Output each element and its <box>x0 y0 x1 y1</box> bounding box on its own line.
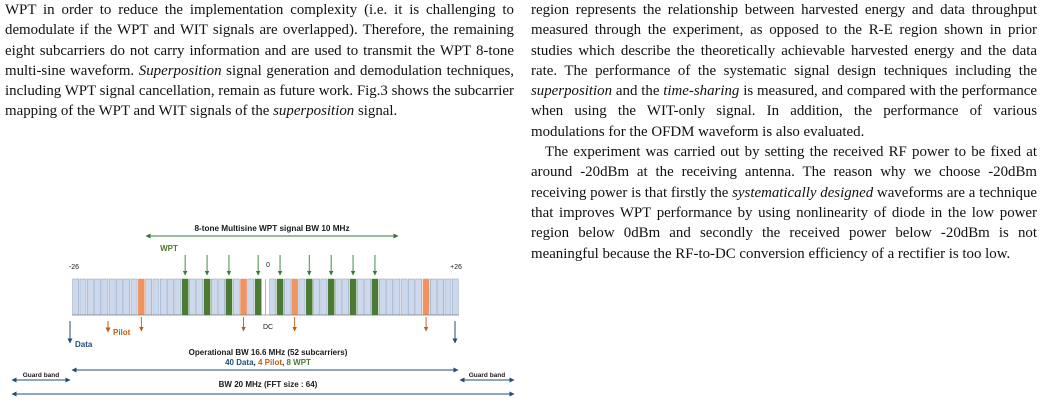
data-subcarrier <box>357 278 364 316</box>
data-subcarrier <box>86 278 94 316</box>
italic-term: superposition <box>273 103 355 120</box>
data-subcarrier <box>298 278 306 316</box>
data-subcarrier <box>247 278 255 316</box>
italic-term: time-sharing <box>663 83 740 100</box>
data-subcarrier <box>437 278 444 316</box>
italic-term: superposition <box>531 83 613 100</box>
data-subcarrier <box>211 278 218 316</box>
data-subcarrier <box>342 278 350 316</box>
wpt-subcarrier <box>203 278 211 316</box>
data-subcarrier <box>167 278 174 316</box>
data-subcarrier <box>218 278 225 316</box>
data-subcarrier <box>269 278 277 316</box>
count-sep-1: , <box>254 358 258 367</box>
data-subcarrier <box>386 278 393 316</box>
wpt-subcarrier <box>254 278 262 316</box>
data-subcarrier <box>284 278 291 316</box>
data-subcarrier <box>174 278 182 316</box>
pilot-arrows <box>139 317 429 332</box>
wpt-subcarrier <box>371 278 379 316</box>
data-subcarrier <box>196 278 204 316</box>
total-bw-label: BW 20 MHz (FFT size : 64) <box>219 380 318 389</box>
dc-label: DC <box>263 324 273 331</box>
data-subcarrier <box>408 278 415 316</box>
data-subcarrier <box>101 278 109 316</box>
wpt-subcarrier <box>225 278 233 316</box>
data-subcarrier <box>335 278 342 316</box>
guard-band-right-label: Guard band <box>469 372 506 379</box>
data-subcarrier <box>451 278 459 316</box>
multisine-bw-label: 8-tone Multisine WPT signal BW 10 MHz <box>194 224 349 233</box>
right-paragraph-2: The experiment was carried out by settin… <box>531 144 1038 262</box>
data-subcarrier <box>152 278 160 316</box>
subcarrier-index-right: +26 <box>450 264 462 271</box>
pilot-subcarrier <box>422 278 430 316</box>
data-subcarrier <box>94 278 101 316</box>
data-subcarrier <box>116 278 123 316</box>
data-subcarrier <box>232 278 240 316</box>
right-paragraph-1: region represents the relationship betwe… <box>531 2 1037 140</box>
pilot-subcarrier <box>138 278 145 316</box>
left-column: WPT in order to reduce the implementatio… <box>5 0 514 122</box>
data-subcarrier <box>415 278 423 316</box>
data-subcarrier <box>444 278 452 316</box>
pilot-legend-label: Pilot <box>113 328 131 337</box>
subcarrier-counts: 40 Data, 4 Pilot, 8 WPT <box>225 358 311 367</box>
data-subcarrier <box>159 278 167 316</box>
wpt-subcarrier <box>276 278 284 316</box>
wpt-subcarrier <box>181 278 189 316</box>
subcarrier-bars <box>72 278 459 316</box>
data-subcarrier <box>123 278 131 316</box>
wpt-subcarrier <box>305 278 313 316</box>
subcarrier-mapping-figure: 8-tone Multisine WPT signal BW 10 MHz WP… <box>11 224 515 397</box>
data-subcarrier <box>313 278 320 316</box>
italic-term: systematically designed <box>732 184 874 201</box>
data-subcarrier <box>189 278 196 316</box>
right-column: region represents the relationship betwe… <box>531 0 1037 264</box>
data-subcarrier <box>79 278 87 316</box>
wpt-subcarrier <box>327 278 335 316</box>
pilot-subcarrier <box>240 278 247 316</box>
data-subcarrier <box>430 278 437 316</box>
count-wpt: 8 WPT <box>286 358 311 367</box>
data-subcarrier <box>393 278 401 316</box>
data-subcarrier <box>364 278 371 316</box>
wpt-label: WPT <box>160 244 178 253</box>
data-subcarrier <box>130 278 138 316</box>
italic-term: Superposition <box>138 62 222 79</box>
wpt-arrows <box>182 255 378 276</box>
subcarrier-index-left: -26 <box>69 264 79 271</box>
count-sep-2: , <box>282 358 286 367</box>
data-subcarrier <box>145 278 152 316</box>
pilot-subcarrier <box>291 278 298 316</box>
data-subcarrier <box>320 278 328 316</box>
left-paragraph: WPT in order to reduce the implementatio… <box>5 2 514 120</box>
data-subcarrier <box>108 278 116 316</box>
operational-bw-label: Operational BW 16.6 MHz (52 subcarriers) <box>189 348 348 357</box>
data-legend-label: Data <box>75 340 93 349</box>
data-subcarrier <box>400 278 408 316</box>
data-subcarrier <box>378 278 386 316</box>
subcarrier-index-zero: 0 <box>266 262 270 269</box>
count-pilot: 4 Pilot <box>258 358 282 367</box>
count-data: 40 Data <box>225 358 254 367</box>
wpt-subcarrier <box>349 278 357 316</box>
guard-band-left-label: Guard band <box>23 372 60 379</box>
data-subcarrier <box>72 278 79 316</box>
